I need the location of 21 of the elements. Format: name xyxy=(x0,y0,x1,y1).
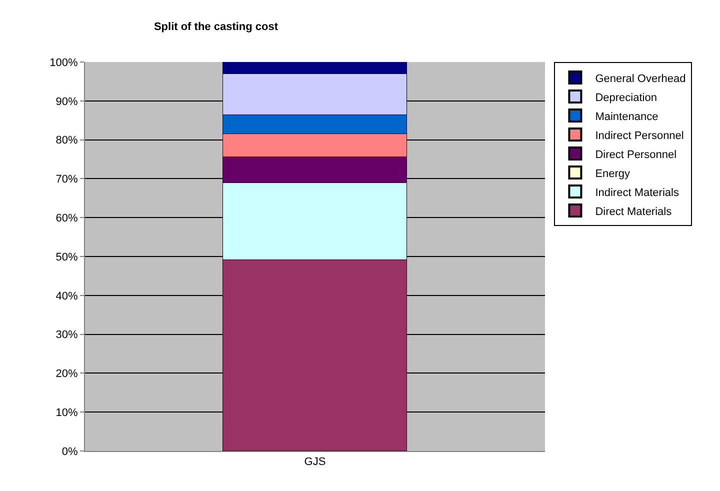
legend-label: Direct Materials xyxy=(595,206,672,218)
legend-label: Energy xyxy=(595,168,631,180)
y-tick-label: 10% xyxy=(56,406,78,419)
y-tick-label: 30% xyxy=(56,329,78,342)
x-tick-label: GJS xyxy=(304,456,326,468)
y-tick-label: 60% xyxy=(56,212,78,224)
y-tick-label: 70% xyxy=(56,174,78,186)
y-tick-label: 80% xyxy=(56,134,78,147)
legend-label: Indirect Personnel xyxy=(595,130,684,142)
legend-label: Maintenance xyxy=(595,110,658,123)
legend-label: Depreciation xyxy=(595,92,657,104)
y-tick-label: 0% xyxy=(62,446,78,458)
y-tick-label: 100% xyxy=(50,56,78,69)
chart-title: Split of the casting cost xyxy=(154,20,278,33)
legend-label: Indirect Materials xyxy=(595,186,680,199)
legend-label: Direct Personnel xyxy=(595,148,677,161)
y-tick-label: 50% xyxy=(56,251,78,264)
y-tick-label: 40% xyxy=(56,290,78,302)
legend-label: General Overhead xyxy=(595,72,686,85)
y-tick-label: 20% xyxy=(56,368,78,380)
y-tick-label: 90% xyxy=(56,96,78,108)
